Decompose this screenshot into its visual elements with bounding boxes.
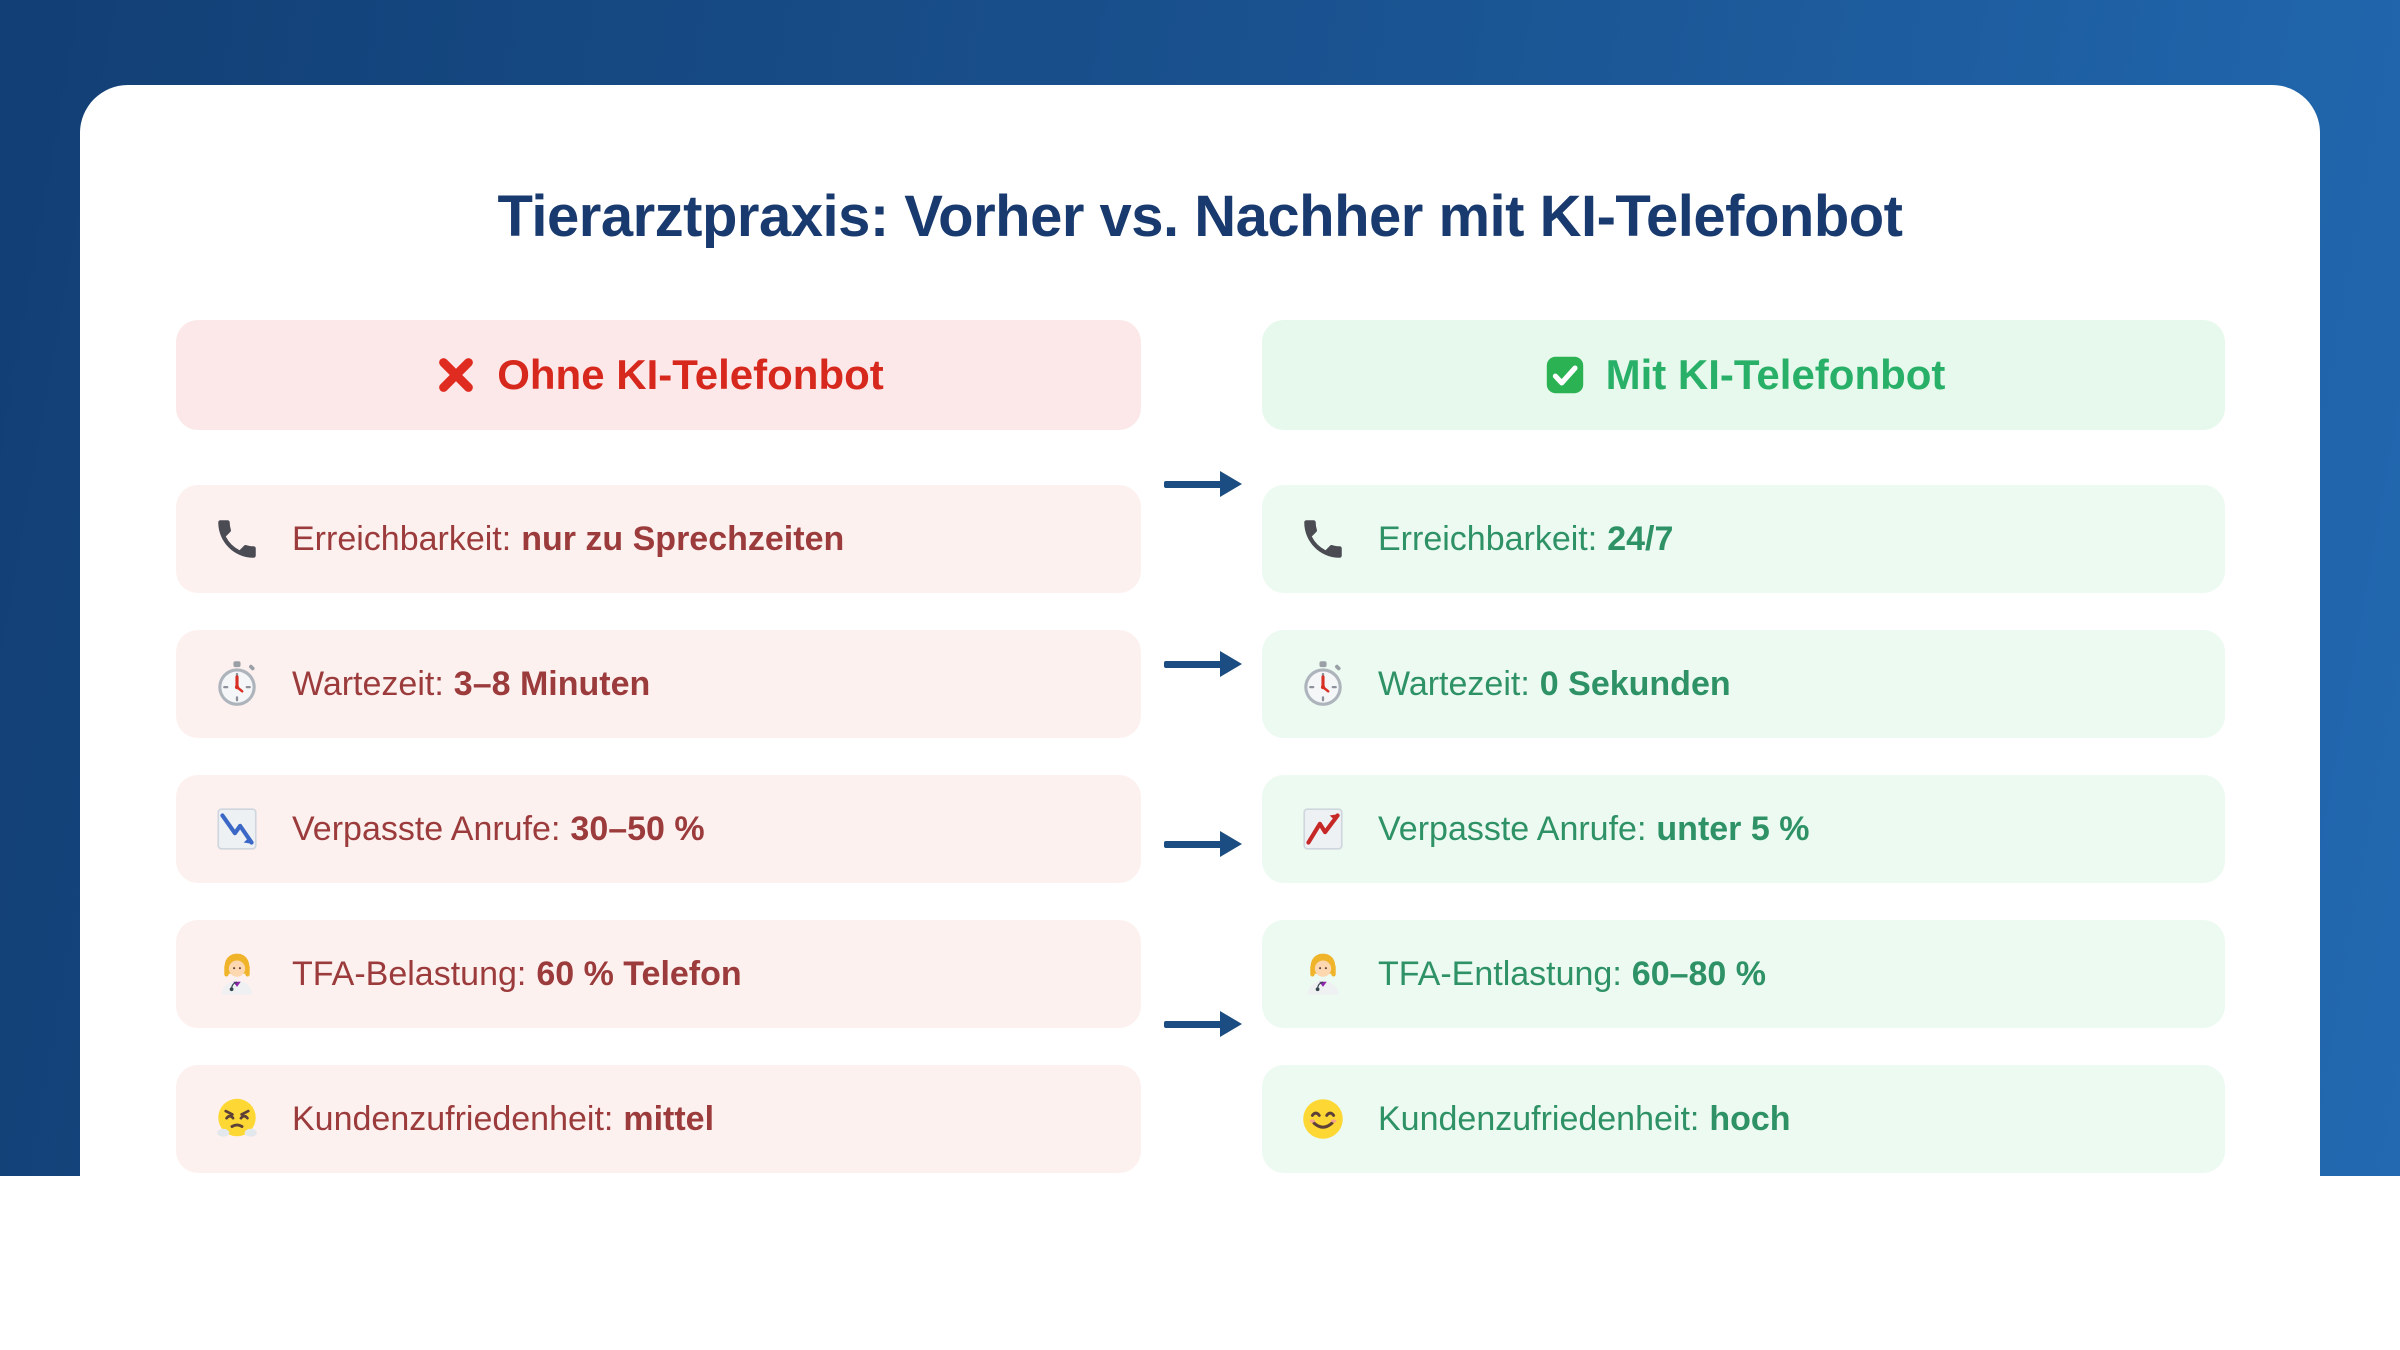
cross-mark-icon — [433, 352, 479, 398]
woman-health-worker-icon — [212, 949, 262, 999]
row-value: 60–80 % — [1631, 954, 1767, 993]
chart-increasing-icon — [1298, 804, 1348, 854]
woman-health-worker-icon — [1298, 949, 1348, 999]
right-arrow-icon — [1164, 471, 1246, 497]
after-row-erreichbarkeit: Erreichbarkeit: 24/7 — [1262, 485, 2225, 593]
before-row-wartezeit: Wartezeit: 3–8 Minuten — [176, 630, 1141, 738]
before-row-verpasste-anrufe: Verpasste Anrufe: 30–50 % — [176, 775, 1141, 883]
row-label: TFA-Belastung: — [292, 954, 527, 993]
row-label: Verpasste Anrufe: — [292, 809, 561, 848]
smiling-face-icon — [1298, 1094, 1348, 1144]
before-row-tfa-belastung: TFA-Belastung: 60 % Telefon — [176, 920, 1141, 1028]
right-arrow-icon — [1164, 1011, 1246, 1037]
row-value: 0 Sekunden — [1539, 664, 1731, 703]
row-label: Kundenzufriedenheit: — [1378, 1099, 1700, 1138]
row-label: Wartezeit: — [292, 664, 444, 703]
row-label: Kundenzufriedenheit: — [292, 1099, 614, 1138]
column-header-with-bot: Mit KI-Telefonbot — [1262, 320, 2225, 430]
row-label: TFA-Entlastung: — [1378, 954, 1622, 993]
after-row-tfa-entlastung: TFA-Entlastung: 60–80 % — [1262, 920, 2225, 1028]
chart-decreasing-icon — [212, 804, 262, 854]
row-value: 60 % Telefon — [536, 954, 742, 993]
row-value: 24/7 — [1607, 519, 1674, 558]
right-arrow-icon — [1164, 831, 1246, 857]
telephone-receiver-icon — [1298, 514, 1348, 564]
row-value: mittel — [623, 1099, 715, 1138]
page-title: Tierarztpraxis: Vorher vs. Nachher mit K… — [497, 184, 1904, 249]
row-value: 3–8 Minuten — [453, 664, 651, 703]
before-row-kundenzufriedenheit: Kundenzufriedenheit: mittel — [176, 1065, 1141, 1173]
row-label: Verpasste Anrufe: — [1378, 809, 1647, 848]
check-mark-icon — [1542, 352, 1588, 398]
before-row-erreichbarkeit: Erreichbarkeit: nur zu Sprechzeiten — [176, 485, 1141, 593]
column-header-without-bot: Ohne KI-Telefonbot — [176, 320, 1141, 430]
right-arrow-icon — [1164, 651, 1246, 677]
after-row-kundenzufriedenheit: Kundenzufriedenheit: hoch — [1262, 1065, 2225, 1173]
column-header-label: Ohne KI-Telefonbot — [497, 351, 884, 398]
row-label: Erreichbarkeit: — [292, 519, 512, 558]
row-value: nur zu Sprechzeiten — [521, 519, 845, 558]
column-header-label: Mit KI-Telefonbot — [1605, 351, 1946, 398]
row-value: hoch — [1709, 1099, 1791, 1138]
row-value: unter 5 % — [1656, 809, 1810, 848]
comparison-card: Tierarztpraxis: Vorher vs. Nachher mit K… — [80, 85, 2320, 1350]
telephone-receiver-icon — [212, 514, 262, 564]
after-row-wartezeit: Wartezeit: 0 Sekunden — [1262, 630, 2225, 738]
row-value: 30–50 % — [570, 809, 705, 848]
face-with-steam-icon — [212, 1094, 262, 1144]
row-label: Wartezeit: — [1378, 664, 1530, 703]
stopwatch-icon — [212, 659, 262, 709]
after-row-verpasste-anrufe: Verpasste Anrufe: unter 5 % — [1262, 775, 2225, 883]
row-label: Erreichbarkeit: — [1378, 519, 1598, 558]
stopwatch-icon — [1298, 659, 1348, 709]
